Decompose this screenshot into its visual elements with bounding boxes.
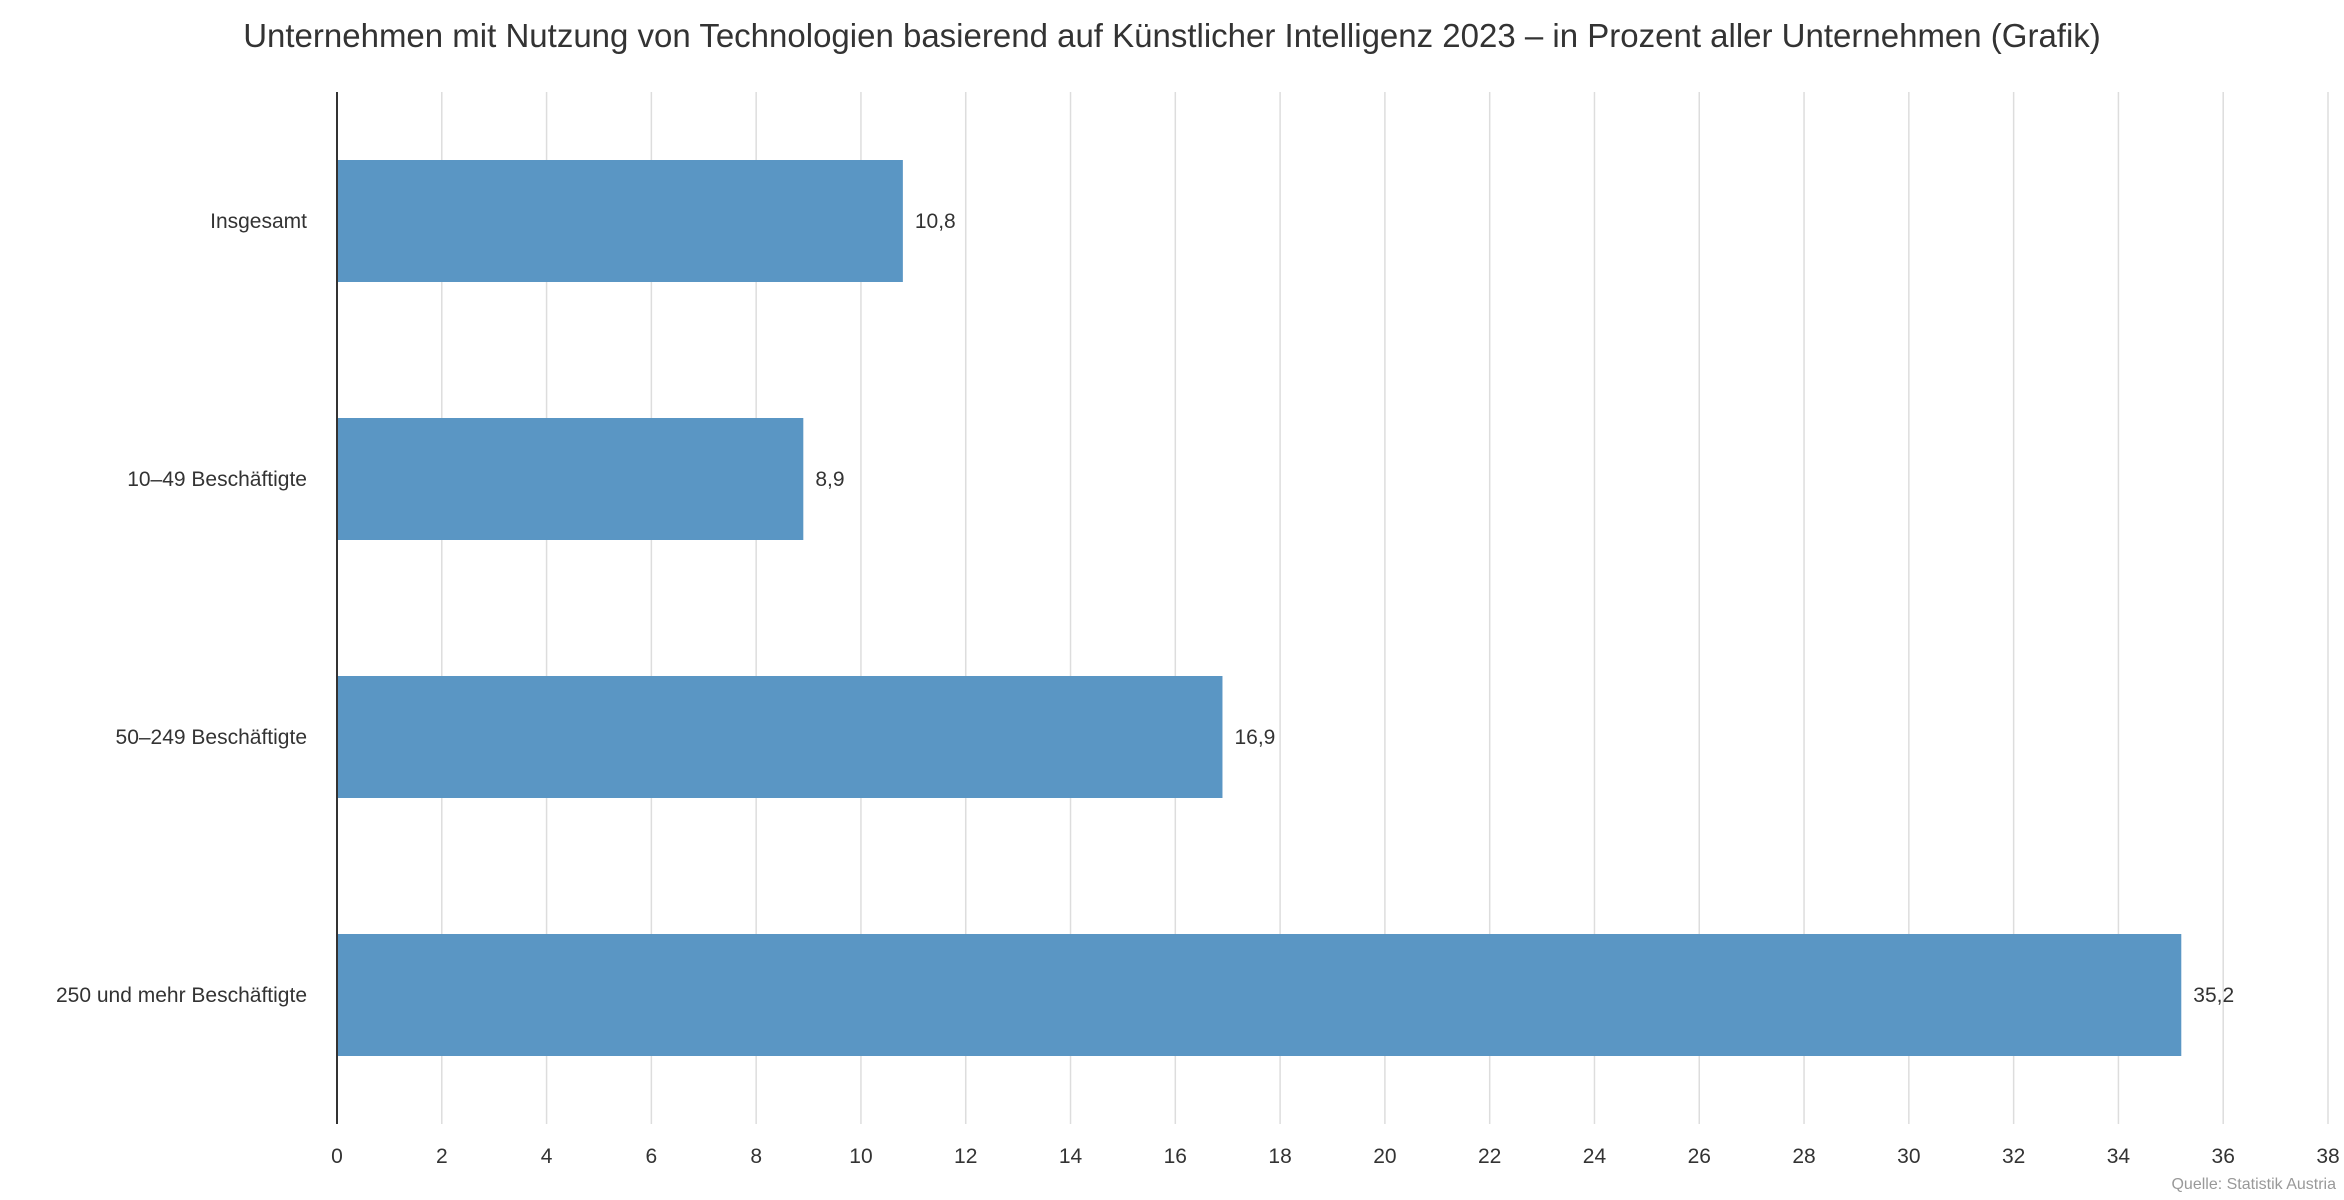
x-tick-label: 30: [1897, 1145, 1920, 1168]
x-tick-label: 36: [2212, 1145, 2235, 1168]
x-tick-label: 0: [331, 1145, 343, 1168]
bar-value-label: 8,9: [815, 468, 844, 491]
category-label: Insgesamt: [210, 210, 307, 233]
x-tick-label: 6: [646, 1145, 658, 1168]
bar-value-label: 16,9: [1234, 726, 1275, 749]
x-tick-label: 20: [1373, 1145, 1396, 1168]
x-tick-label: 24: [1583, 1145, 1607, 1168]
category-label: 10–49 Beschäftigte: [127, 468, 307, 491]
x-tick-label: 12: [954, 1145, 977, 1168]
x-tick-label: 4: [541, 1145, 553, 1168]
bar: [337, 934, 2182, 1056]
x-tick-label: 16: [1164, 1145, 1187, 1168]
bars: [337, 160, 2182, 1056]
x-tick-label: 28: [1792, 1145, 1815, 1168]
chart-title: Unternehmen mit Nutzung von Technologien…: [243, 17, 2101, 54]
category-label: 50–249 Beschäftigte: [116, 726, 307, 749]
bar-value-label: 10,8: [915, 210, 956, 233]
x-tick-label: 14: [1059, 1145, 1083, 1168]
source-note: Quelle: Statistik Austria: [2171, 1176, 2336, 1193]
x-tick-label: 38: [2316, 1145, 2339, 1168]
bar-value-label: 35,2: [2193, 984, 2234, 1007]
x-tick-label: 26: [1688, 1145, 1711, 1168]
x-tick-label: 32: [2002, 1145, 2025, 1168]
x-tick-label: 34: [2107, 1145, 2131, 1168]
bar: [337, 418, 804, 540]
x-tick-labels: 0 2 4 6 8 10 12 14 16 18 20 22 24 26 28 30 32 34 36 38: [331, 1145, 2340, 1168]
x-tick-label: 18: [1268, 1145, 1291, 1168]
bar: [337, 160, 903, 282]
x-tick-label: 22: [1478, 1145, 1501, 1168]
x-tick-label: 2: [436, 1145, 448, 1168]
category-labels: Insgesamt 10–49 Beschäftigte 50–249 Beschä…: [56, 210, 307, 1007]
bar: [337, 676, 1223, 798]
data-labels: 10,8 8,9 16,9 35,2: [815, 210, 2234, 1007]
x-tick-label: 10: [849, 1145, 872, 1168]
x-tick-label: 8: [750, 1145, 762, 1168]
category-label: 250 und mehr Beschäftigte: [56, 984, 307, 1007]
